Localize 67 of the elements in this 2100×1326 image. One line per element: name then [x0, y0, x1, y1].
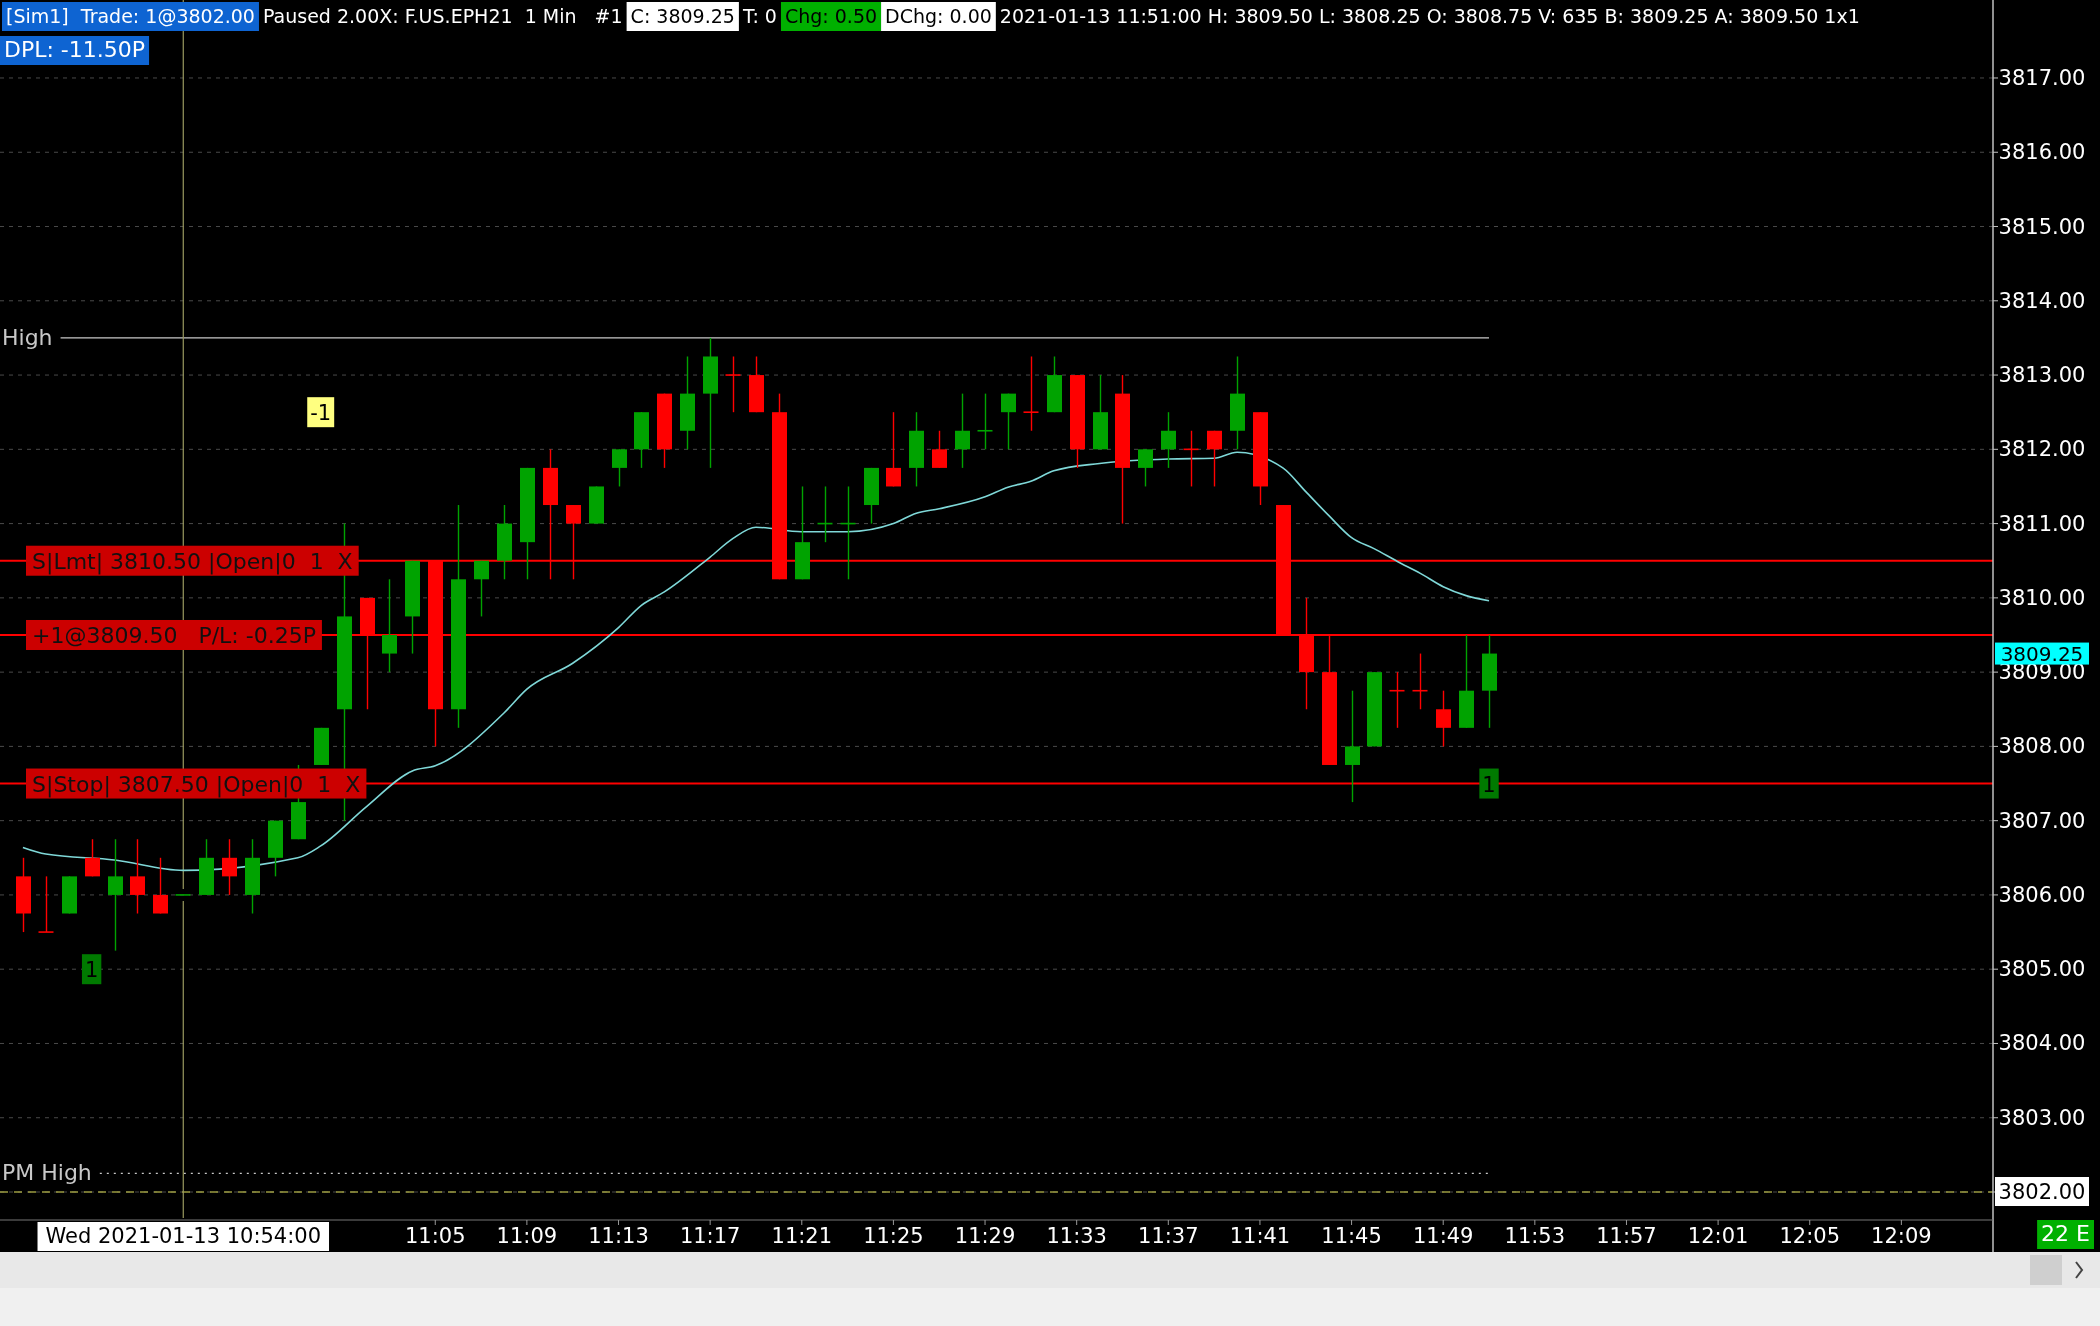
ref-line-label: S|Stop| 3807.50 |Open|0 1 X [32, 771, 361, 798]
x-tick-label: 11:25 [863, 1224, 924, 1248]
y-tick-label: 3816.00 [1998, 140, 2086, 165]
annotation: DPL: -11.50P [4, 37, 146, 62]
candlestick [153, 857, 168, 915]
ref-line-label: Wed 2021-01-13 10:54:00 [45, 1224, 322, 1248]
x-tick-label: 11:45 [1321, 1224, 1382, 1248]
x-tick-label: 11:13 [588, 1224, 649, 1248]
candlestick [108, 838, 123, 952]
annotation: -1 [310, 401, 332, 426]
x-tick-label: 11:49 [1412, 1224, 1474, 1248]
candlestick [85, 838, 100, 878]
x-tick-label: 11:09 [496, 1224, 558, 1248]
y-tick-label: 3813.00 [1998, 363, 2086, 388]
annotation: DChg: 0.00 [885, 5, 992, 27]
annotation: [Sim1] Trade: 1@3802.00 [6, 5, 255, 27]
candlestick [382, 578, 397, 673]
y-tick-label: 3811.00 [1998, 511, 2086, 536]
y-tick-label: 3802.00 [1998, 1180, 2086, 1205]
x-tick-label: 12:05 [1779, 1224, 1840, 1248]
x-tick-label: 11:17 [679, 1224, 741, 1248]
ref-line-label: S|Lmt| 3810.50 |Open|0 1 X [32, 548, 353, 575]
annotation: Paused 2.00X: F.US.EPH21 1 Min #1 [262, 5, 623, 27]
x-tick-label: 12:09 [1871, 1224, 1932, 1248]
annotation: T: 0 [741, 5, 777, 27]
text: 22 E [2041, 1221, 2090, 1246]
candlestick [222, 838, 237, 896]
x-tick-label: 11:57 [1596, 1224, 1657, 1248]
candlestick [1436, 690, 1451, 748]
ref-line-label: High [2, 324, 53, 350]
ref-line-label: +1@3809.50 P/L: -0.25P [32, 622, 316, 648]
y-tick-label: 3812.00 [1998, 437, 2086, 462]
y-tick-label: 3806.00 [1998, 882, 2086, 907]
y-tick-label: 3803.00 [1998, 1105, 2086, 1130]
x-tick-label: 11:53 [1504, 1224, 1566, 1248]
x-tick-label: 11:29 [954, 1224, 1016, 1248]
candlestick [1138, 448, 1153, 488]
y-tick-label: 3817.00 [1998, 65, 2086, 90]
y-tick-label: 3815.00 [1998, 214, 2086, 239]
y-tick-label: 3804.00 [1998, 1031, 2086, 1056]
x-tick-label: 11:05 [404, 1224, 466, 1248]
candlestick [955, 392, 970, 469]
x-tick-label: 11:21 [771, 1224, 833, 1248]
y-tick-label: 3805.00 [1998, 957, 2086, 982]
candlestick [1207, 430, 1222, 488]
y-tick-label: 3808.00 [1998, 734, 2086, 759]
candlestick [1345, 690, 1360, 803]
annotation: C: 3809.25 [630, 5, 735, 27]
y-tick-label: 3814.00 [1998, 288, 2086, 313]
annotation: 1 [1482, 772, 1496, 797]
x-tick-label: 11:33 [1046, 1224, 1107, 1248]
candlestick [1161, 411, 1176, 469]
x-tick-label: 11:37 [1138, 1224, 1199, 1248]
candlestick [1001, 392, 1016, 451]
annotation: 2021-01-13 11:51:00 H: 3809.50 L: 3808.25 O: 3808.75 V: 635 B: 3809.25 A: 3809.50 1x1 [999, 5, 1860, 27]
candlestick [474, 560, 489, 618]
candlestick [932, 430, 947, 469]
x-tick-label: 11:41 [1229, 1224, 1291, 1248]
y-tick-label: 3810.00 [1998, 585, 2086, 610]
candlestick [886, 411, 901, 488]
x-tick-label: 12:01 [1687, 1224, 1749, 1248]
ref-line-label: PM High [2, 1160, 92, 1186]
annotation: Chg: 0.50 [784, 5, 878, 27]
y-tick-label: 3807.00 [1998, 808, 2086, 833]
annotation: 1 [84, 958, 99, 983]
candlestick [130, 838, 145, 915]
candlestick [612, 448, 627, 488]
